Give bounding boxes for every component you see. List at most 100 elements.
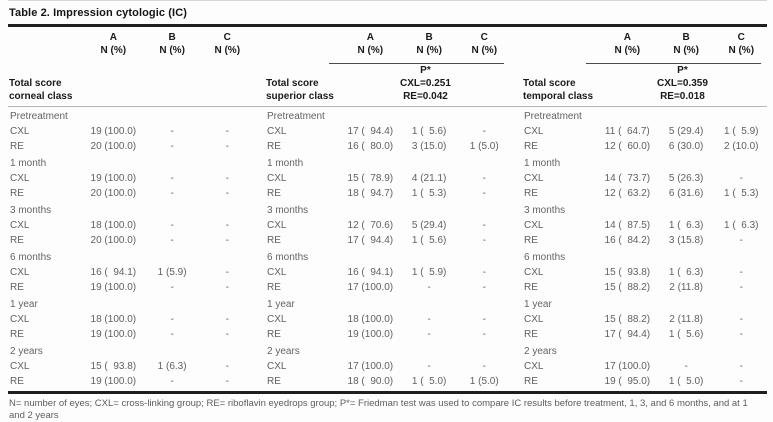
period-label: 1 year	[267, 299, 295, 310]
period-block: 6 months CXL 16 ( 94.1) 1 ( 5.9) - RE 17 (100.…	[265, 250, 510, 295]
group-label: CXL	[267, 267, 287, 278]
column-subheader-b: N (%)	[673, 45, 699, 56]
cell-c: -	[225, 173, 229, 184]
cell-c: 1 ( 5.3)	[724, 188, 759, 199]
group-label: CXL	[267, 220, 287, 231]
cell-a: 20 (100.0)	[90, 141, 137, 152]
cell-a: 16 ( 84.2)	[604, 235, 651, 246]
header-top-rule	[8, 24, 767, 27]
table-footnote: N= number of eyes; CXL= cross-linking gr…	[9, 398, 748, 421]
cell-b: 5 (29.4)	[668, 126, 704, 137]
cell-c: -	[739, 282, 743, 293]
cell-a: 14 ( 73.7)	[604, 173, 651, 184]
cell-a: 17 (100.0)	[347, 282, 394, 293]
group-label: RE	[524, 376, 538, 387]
group-label: CXL	[524, 267, 544, 278]
table-row: RE 12 ( 63.2) 6 (31.6) 1 ( 5.3)	[522, 186, 767, 201]
p-star-re-superior: RE=0.042	[403, 91, 448, 102]
column-header-a: A	[366, 32, 374, 43]
group-label: CXL	[10, 267, 30, 278]
group-label: RE	[10, 376, 24, 387]
cell-c: 2 (10.0)	[724, 141, 759, 152]
header-spacer	[522, 44, 598, 58]
column-header-c: C	[480, 32, 488, 43]
cell-a: 19 (100.0)	[90, 329, 137, 340]
cell-c: -	[225, 329, 229, 340]
group-label: RE	[267, 188, 281, 199]
cell-a: 17 ( 94.4)	[347, 126, 394, 137]
table-row: CXL 18 (100.0) - -	[8, 218, 253, 233]
table-row: RE 20 (100.0) - -	[8, 233, 253, 248]
column-header-b: B	[168, 32, 176, 43]
header-spacer	[265, 64, 341, 77]
table-row: CXL 18 (100.0) - -	[265, 312, 510, 327]
group-label: RE	[267, 141, 281, 152]
cell-a: 18 (100.0)	[90, 314, 137, 325]
header-body-divider	[8, 106, 767, 107]
cell-a: 19 (100.0)	[347, 329, 394, 340]
cell-b: 1 ( 5.6)	[668, 329, 704, 340]
period-block: 6 months CXL 15 ( 93.8) 1 ( 6.3) - RE 15 ( 88.…	[522, 250, 767, 295]
table-row: RE 19 (100.0) - -	[265, 327, 510, 342]
cell-b: 2 (11.8)	[669, 314, 703, 325]
table-row: RE 12 ( 60.0) 6 (30.0) 2 (10.0)	[522, 139, 767, 154]
cell-a: 15 ( 88.2)	[604, 282, 651, 293]
top-hairline	[8, 0, 767, 1]
group-label: CXL	[267, 361, 287, 372]
period-block: Pretreatment CXL 19 (100.0) - - RE 20 (100.0) -…	[8, 109, 253, 154]
table-row: CXL 17 ( 94.4) 1 ( 5.6) -	[265, 124, 510, 139]
table-row: RE 18 ( 90.0) 1 ( 5.0) 1 (5.0)	[265, 374, 510, 389]
column-header-c: C	[223, 32, 231, 43]
cell-a: 12 ( 60.0)	[604, 141, 651, 152]
cell-b: -	[170, 329, 174, 340]
cell-c: -	[482, 361, 486, 372]
cell-b: -	[170, 220, 174, 231]
panel-label-line1-temporal: Total score	[523, 78, 576, 89]
group-label: RE	[267, 376, 281, 387]
group-label: CXL	[10, 220, 30, 231]
group-label: RE	[267, 282, 281, 293]
period-block: 1 month CXL 15 ( 78.9) 4 (21.1) - RE 18 ( 94.7…	[265, 156, 510, 201]
cell-a: 17 ( 94.4)	[347, 235, 394, 246]
cell-c: -	[739, 329, 743, 340]
cell-a: 19 ( 95.0)	[604, 376, 651, 387]
period-label: 2 years	[267, 346, 300, 357]
group-label: RE	[524, 235, 538, 246]
p-star-re-temporal: RE=0.018	[660, 91, 705, 102]
cell-b: 1 ( 6.3)	[668, 220, 704, 231]
p-star-re-corneal	[84, 90, 253, 103]
cell-b: 5 (29.4)	[411, 220, 447, 231]
column-subheader-c: N (%)	[728, 45, 755, 56]
table-row: CXL 18 (100.0) - -	[8, 312, 253, 327]
cell-c: -	[482, 173, 486, 184]
cell-b: -	[170, 126, 174, 137]
column-subheader-b: N (%)	[416, 45, 442, 56]
period-block: 3 months CXL 14 ( 87.5) 1 ( 6.3) 1 ( 6.3) RE 1…	[522, 203, 767, 248]
cell-c: -	[739, 267, 743, 278]
table-row: RE 19 ( 95.0) 1 ( 5.0) -	[522, 374, 767, 389]
table-row: CXL 19 (100.0) - -	[8, 124, 253, 139]
column-header-c: C	[737, 32, 745, 43]
table-row: RE 20 (100.0) - -	[8, 139, 253, 154]
period-block: 1 year CXL 18 (100.0) - - RE 19 (100.0) - -	[265, 297, 510, 342]
table-row: RE 17 ( 94.4) 1 ( 5.6) -	[522, 327, 767, 342]
table-row: CXL 14 ( 73.7) 5 (26.3) -	[522, 171, 767, 186]
table-row: CXL 17 (100.0) - -	[522, 359, 767, 374]
cell-b: -	[427, 361, 431, 372]
cell-a: 19 (100.0)	[90, 126, 137, 137]
header-spacer	[522, 64, 598, 77]
cell-b: 3 (15.0)	[411, 141, 447, 152]
group-label: RE	[524, 188, 538, 199]
header-spacer	[522, 31, 598, 44]
column-subheader-a: N (%)	[357, 45, 384, 56]
cell-c: -	[225, 188, 229, 199]
period-block: 1 month CXL 19 (100.0) - - RE 20 (100.0) - -	[8, 156, 253, 201]
cell-c: -	[225, 267, 229, 278]
cell-a: 16 ( 94.1)	[347, 267, 394, 278]
table-title: Table 2. Impression cytologic (IC)	[9, 7, 188, 19]
group-label: RE	[10, 141, 24, 152]
group-label: CXL	[10, 314, 30, 325]
period-block: Pretreatment CXL 17 ( 94.4) 1 ( 5.6) - RE 16 (…	[265, 109, 510, 154]
group-label: CXL	[524, 126, 544, 137]
